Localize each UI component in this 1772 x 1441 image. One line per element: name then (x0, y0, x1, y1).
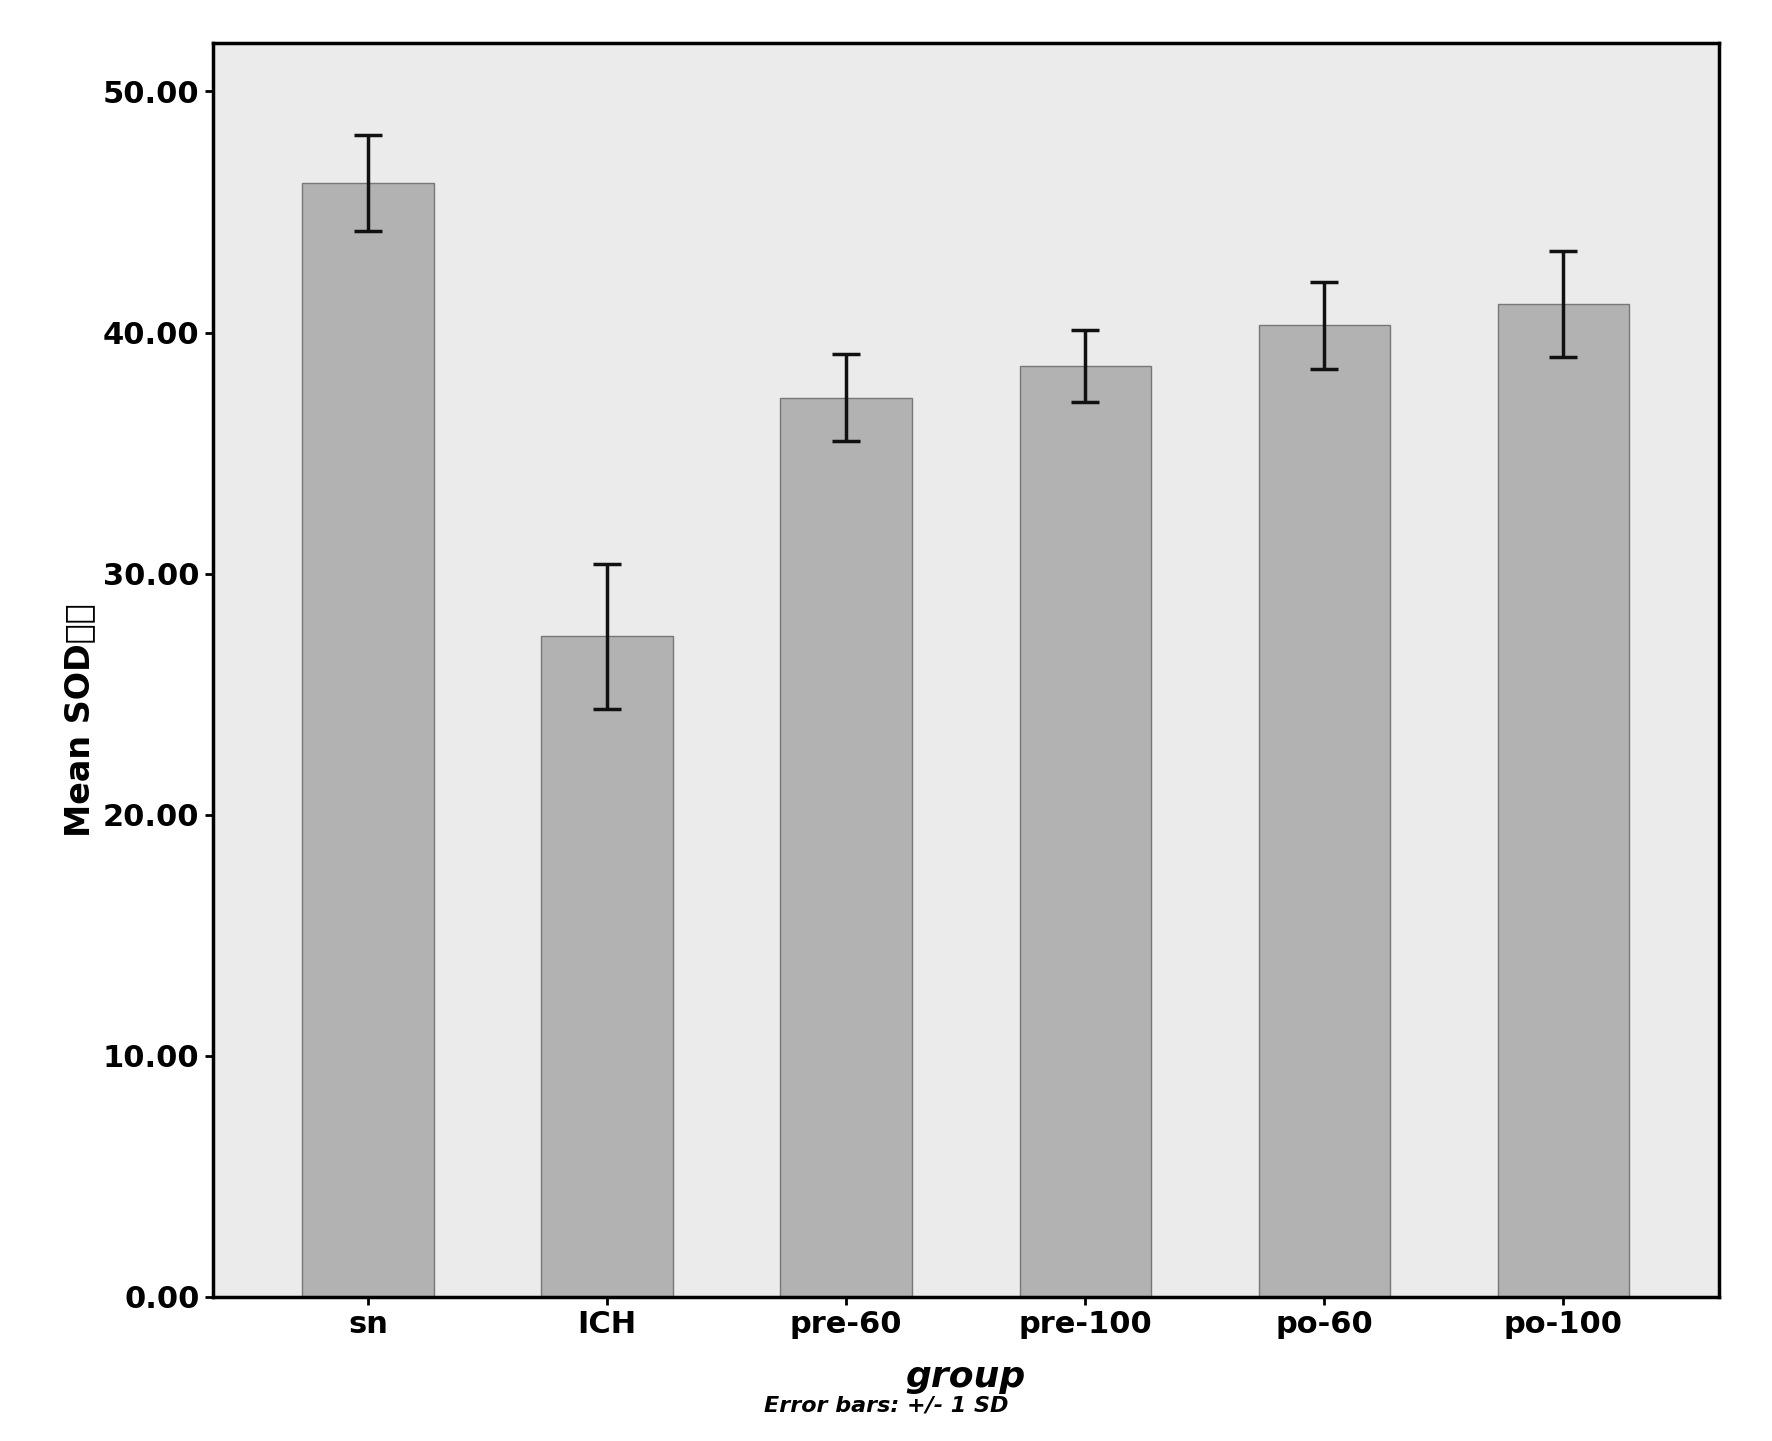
Text: Mean SOD活力: Mean SOD活力 (64, 604, 96, 837)
Bar (303, 183, 434, 1297)
X-axis label: group: group (905, 1360, 1026, 1393)
Bar (1019, 366, 1152, 1297)
Bar (780, 398, 913, 1297)
Bar (1497, 304, 1628, 1297)
Bar (542, 637, 673, 1297)
Bar (1258, 326, 1389, 1297)
Text: Error bars: +/- 1 SD: Error bars: +/- 1 SD (764, 1395, 1008, 1415)
